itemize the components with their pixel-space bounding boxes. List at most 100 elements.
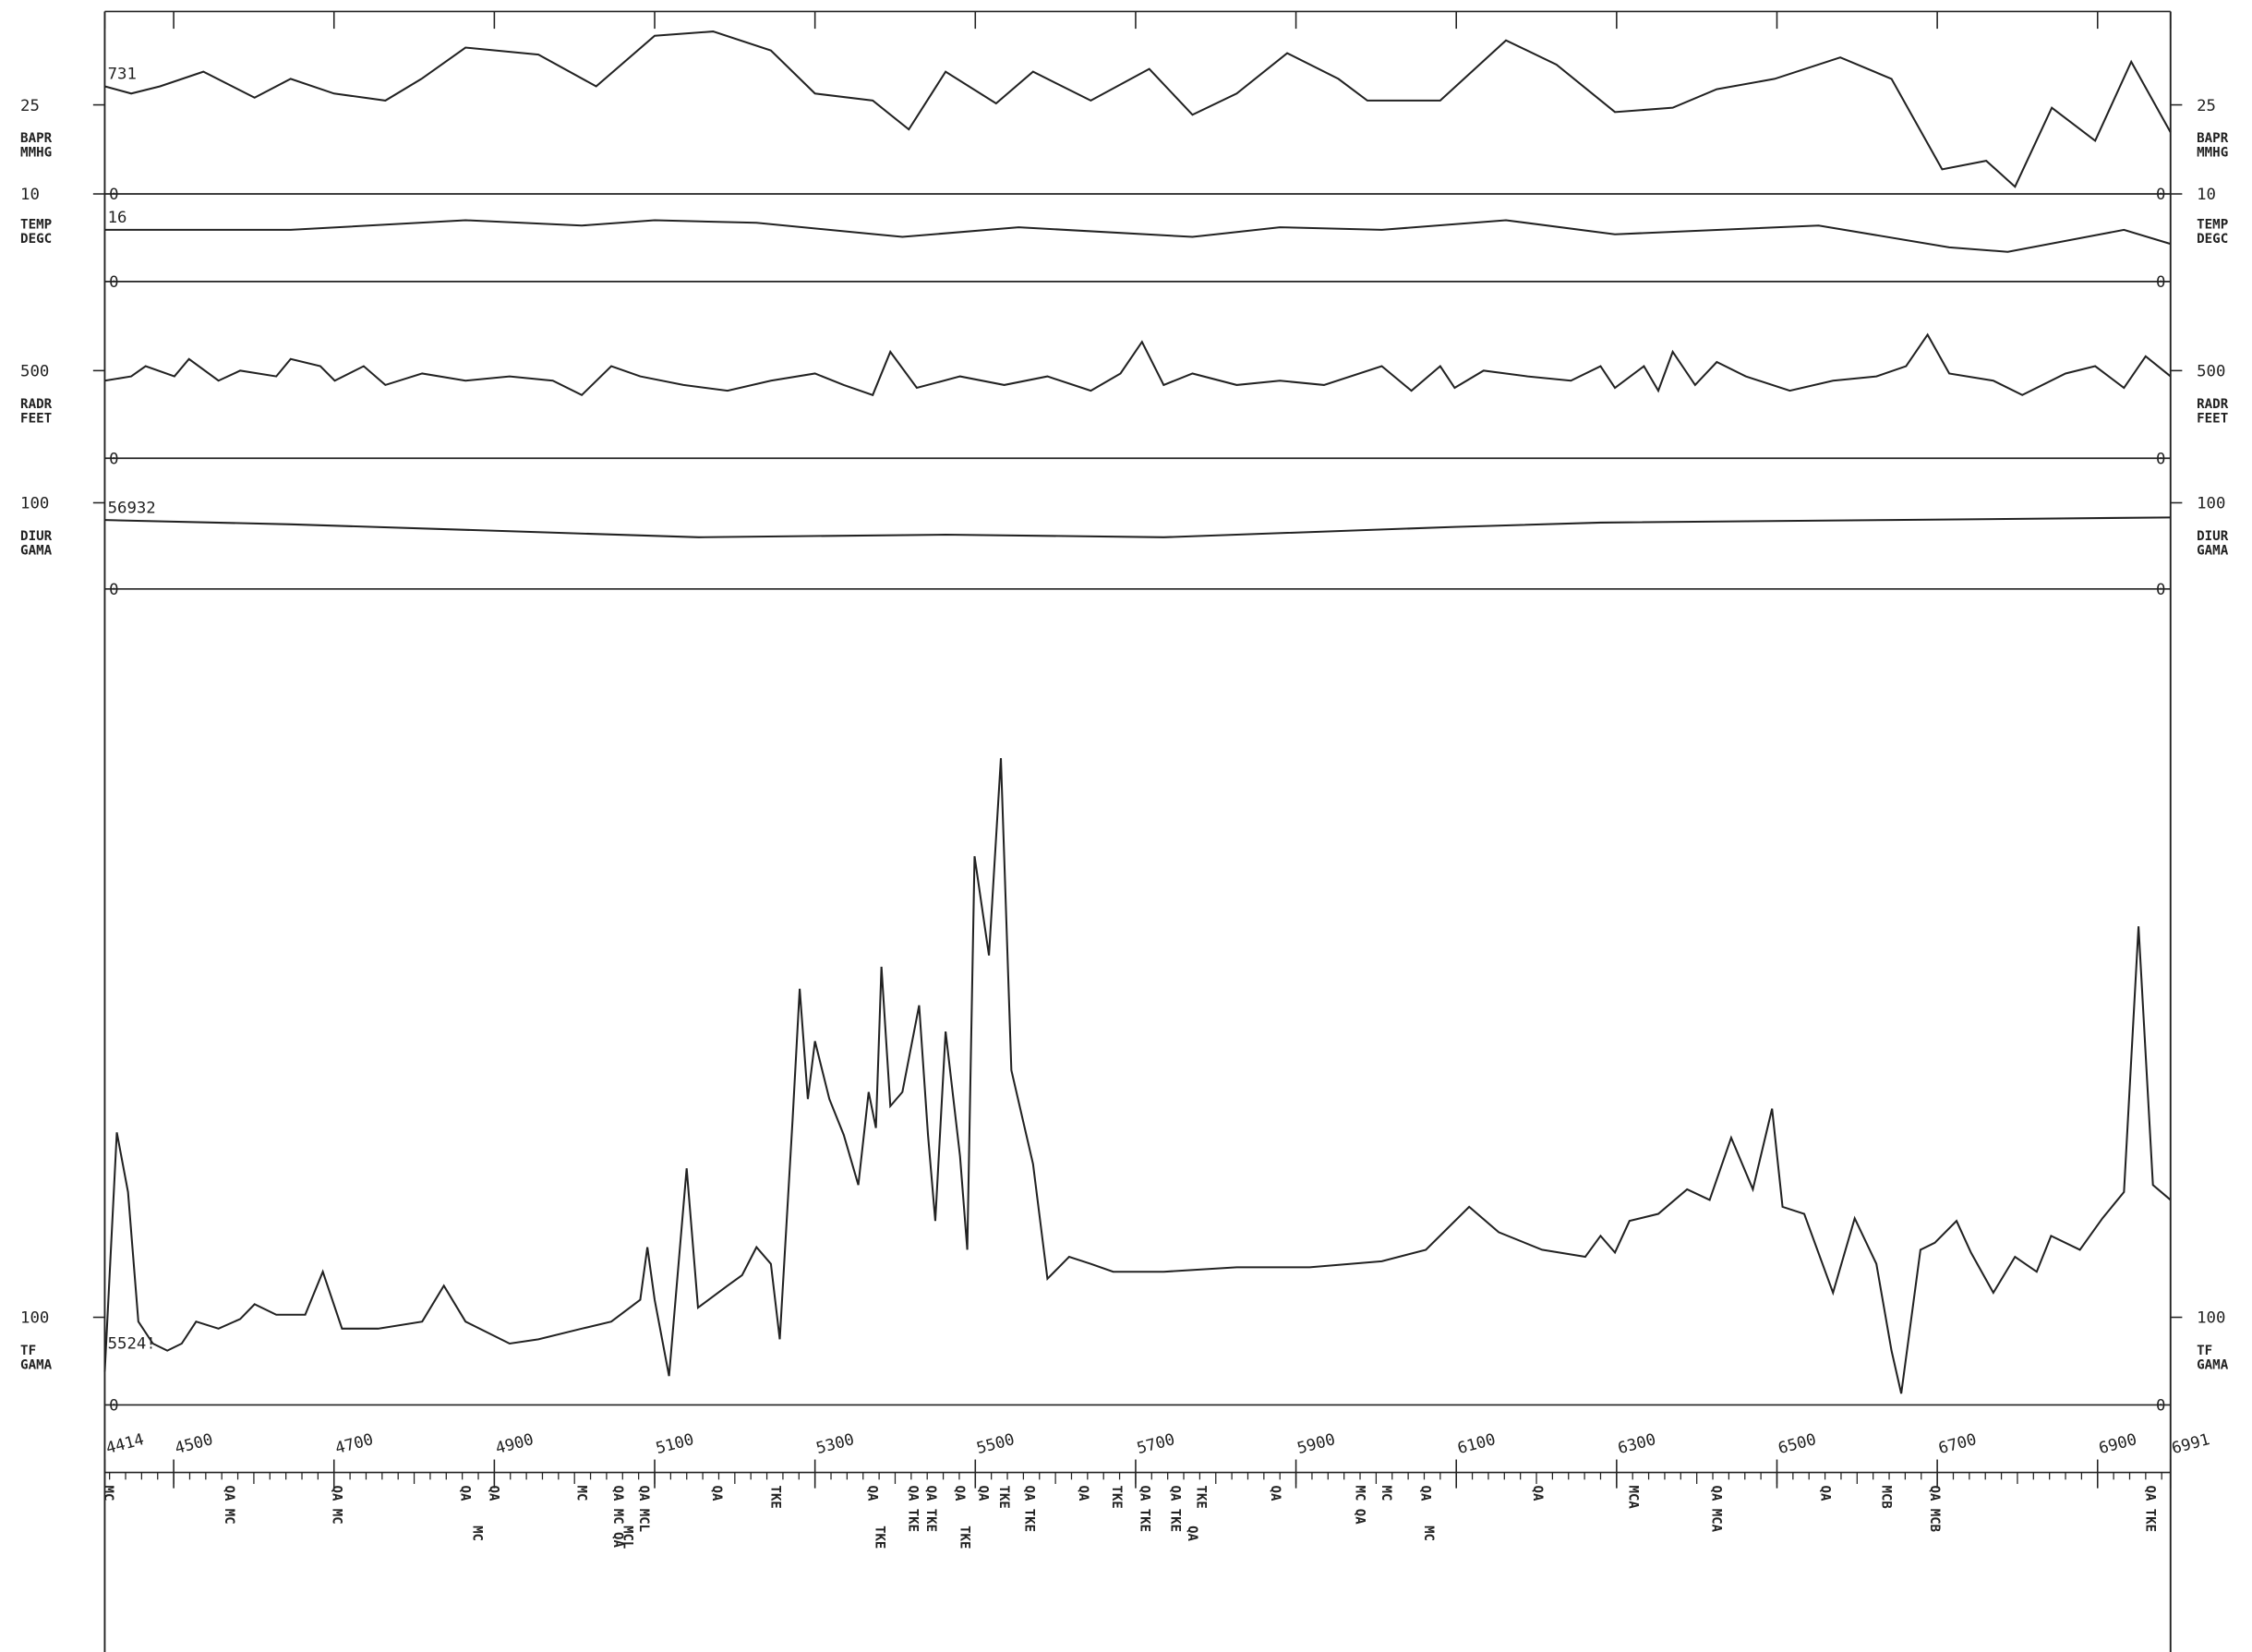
data-line bbox=[104, 332, 2172, 397]
panel-unit: MMHG bbox=[2197, 146, 2228, 161]
x-tick-label: 5900 bbox=[1295, 1430, 1338, 1458]
fiducial-annotation: QA MCL bbox=[636, 1486, 651, 1533]
fiducial-annotation: QA TKE bbox=[923, 1486, 938, 1533]
data-line bbox=[104, 30, 2172, 188]
panel-name: RADR bbox=[20, 397, 53, 412]
start-label: 731 bbox=[108, 66, 137, 84]
scale-label: 500 bbox=[20, 363, 49, 381]
start-label: 56932 bbox=[108, 499, 156, 517]
panel-unit: FEET bbox=[2197, 411, 2228, 426]
scale-label: 10 bbox=[2197, 186, 2216, 204]
data-line bbox=[103, 758, 2172, 1394]
fiducial-annotation: TKE bbox=[1193, 1486, 1208, 1509]
panel-unit: GAMA bbox=[20, 544, 53, 559]
fiducial-annotation: QA bbox=[1268, 1486, 1283, 1501]
fiducial-annotation: QA bbox=[864, 1486, 879, 1501]
zero-label: 0 bbox=[2156, 1397, 2165, 1416]
zero-label: 0 bbox=[109, 581, 118, 599]
fiducial-annotation: QA TKE bbox=[1022, 1486, 1037, 1533]
x-tick-label: 4700 bbox=[333, 1430, 376, 1458]
fiducial-annotation: QA bbox=[1530, 1486, 1545, 1501]
fiducial-annotation: QA MCA bbox=[1709, 1486, 1724, 1533]
data-line bbox=[104, 219, 2172, 253]
scale-label: 25 bbox=[20, 97, 40, 115]
panel-unit: GAMA bbox=[2197, 1358, 2229, 1373]
data-line bbox=[104, 516, 2171, 538]
fiducial-annotation: QA bbox=[709, 1486, 724, 1501]
fiducial-annotation: MC bbox=[1379, 1486, 1393, 1501]
fiducial-annotation: QA bbox=[975, 1486, 990, 1501]
x-tick-label: 4414 bbox=[104, 1430, 147, 1458]
panel-name: TEMP bbox=[20, 217, 52, 232]
panel-name: DIUR bbox=[20, 529, 53, 544]
zero-label: 0 bbox=[2156, 581, 2165, 599]
fiducial-annotation: MC bbox=[101, 1486, 115, 1501]
fiducial-annotation: QA TKE bbox=[906, 1486, 921, 1533]
zero-label: 0 bbox=[109, 1397, 118, 1416]
x-tick-label: 6100 bbox=[1455, 1430, 1498, 1458]
fiducial-annotation: QA MCB bbox=[1927, 1486, 1942, 1533]
x-tick-label: 5500 bbox=[975, 1430, 1018, 1458]
scale-label: 100 bbox=[20, 495, 49, 513]
panel-name: TEMP bbox=[2197, 217, 2228, 232]
fiducial-annotation: QA MC bbox=[222, 1486, 236, 1525]
fiducial-annotation: MCA bbox=[1625, 1486, 1640, 1510]
scale-label: 100 bbox=[2197, 1309, 2225, 1328]
panel-name: DIUR bbox=[2197, 529, 2229, 544]
x-tick-label: 6700 bbox=[1936, 1430, 1979, 1458]
fiducial-annotation: MCL bbox=[620, 1525, 635, 1549]
fiducial-annotation: QA bbox=[952, 1486, 967, 1501]
zero-label: 0 bbox=[2156, 273, 2165, 292]
fiducial-annotation: MC bbox=[573, 1486, 588, 1501]
x-tick-label: 4500 bbox=[173, 1430, 215, 1458]
fiducial-annotation: QA MC bbox=[329, 1486, 343, 1525]
fiducial-annotation: MC QA bbox=[1352, 1486, 1367, 1525]
scale-label: 100 bbox=[20, 1309, 49, 1328]
start-label: 5524! bbox=[108, 1335, 156, 1354]
panel-unit: GAMA bbox=[2197, 544, 2229, 559]
x-tick-label: 4900 bbox=[494, 1430, 536, 1458]
panel-unit: MMHG bbox=[20, 146, 52, 161]
fiducial-annotation: TKE bbox=[996, 1486, 1011, 1509]
fiducial-annotation: QA MC QA bbox=[610, 1486, 625, 1549]
zero-label: 0 bbox=[109, 451, 118, 469]
scale-label: 500 bbox=[2197, 363, 2225, 381]
panel-name: BAPR bbox=[2197, 131, 2229, 146]
fiducial-annotation: QA bbox=[487, 1486, 501, 1501]
panel-name: BAPR bbox=[20, 131, 53, 146]
fiducial-annotation: QA TKE bbox=[1168, 1486, 1183, 1533]
x-tick-label: 6300 bbox=[1616, 1430, 1658, 1458]
fiducial-annotation: QA TKE bbox=[2142, 1486, 2157, 1533]
fiducial-annotation: MC bbox=[1421, 1525, 1436, 1541]
scale-label: 10 bbox=[20, 186, 40, 204]
panel-name: RADR bbox=[2197, 397, 2229, 412]
panel-name: TF bbox=[2197, 1344, 2212, 1358]
panel-name: TF bbox=[20, 1344, 36, 1358]
fiducial-annotation: QA bbox=[457, 1486, 472, 1501]
fiducial-annotation: QA bbox=[1417, 1486, 1432, 1501]
zero-label: 0 bbox=[2156, 451, 2165, 469]
zero-label: 0 bbox=[109, 186, 118, 204]
fiducial-annotation: TKE bbox=[1109, 1486, 1124, 1509]
panel-unit: DEGC bbox=[2197, 232, 2228, 247]
x-tick-label: 5100 bbox=[654, 1430, 696, 1458]
x-tick-label: 6900 bbox=[2097, 1430, 2139, 1458]
x-tick-label: 5700 bbox=[1135, 1430, 1177, 1458]
fiducial-annotation: TKE bbox=[872, 1525, 886, 1549]
x-tick-label: 5300 bbox=[814, 1430, 857, 1458]
zero-label: 0 bbox=[109, 273, 118, 292]
panel-unit: GAMA bbox=[20, 1358, 53, 1373]
fiducial-annotation: TKE bbox=[767, 1486, 782, 1509]
fiducial-annotation: TKE bbox=[957, 1525, 971, 1549]
fiducial-annotation: QA bbox=[1818, 1486, 1833, 1501]
zero-label: 0 bbox=[2156, 186, 2165, 204]
x-tick-label: 6500 bbox=[1776, 1430, 1819, 1458]
fiducial-annotation: QA bbox=[1185, 1525, 1199, 1541]
fiducial-annotation: QA bbox=[1076, 1486, 1090, 1501]
start-label: 16 bbox=[108, 209, 127, 227]
fiducial-annotation: QA TKE bbox=[1138, 1486, 1152, 1533]
scale-label: 25 bbox=[2197, 97, 2216, 115]
panel-unit: DEGC bbox=[20, 232, 52, 247]
